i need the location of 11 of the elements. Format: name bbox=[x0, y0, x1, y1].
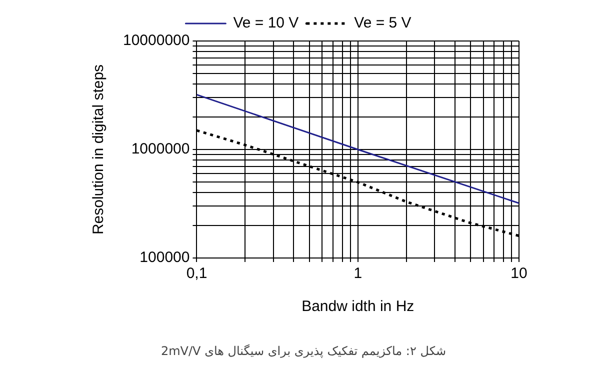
y-tick-label: 10000000 bbox=[122, 32, 190, 50]
x-axis-title: Bandw idth in Hz bbox=[302, 298, 414, 316]
y-axis-title: Resolution in digital steps bbox=[90, 64, 108, 235]
x-tick-label: 0,1 bbox=[186, 265, 208, 282]
y-tick-label: 100000 bbox=[140, 249, 190, 266]
text: شکل ۲: ماکزیمم تفکیک پذیری برای سیگنال های 2mV/V bbox=[160, 344, 448, 358]
x-tick-label: 1 bbox=[354, 265, 362, 282]
legend-label: Ve = 5 V bbox=[354, 14, 412, 32]
y-tick-label: 1000000 bbox=[131, 140, 190, 158]
legend-label: Ve = 10 V bbox=[233, 14, 299, 32]
x-tick-label: 10 bbox=[510, 265, 528, 282]
